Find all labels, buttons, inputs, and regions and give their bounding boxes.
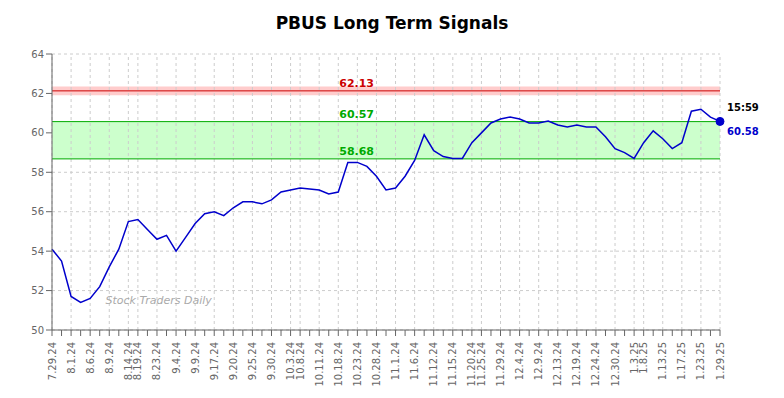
- svg-text:58: 58: [31, 167, 44, 178]
- svg-text:8.1.24: 8.1.24: [66, 342, 77, 374]
- svg-text:60: 60: [31, 127, 44, 138]
- svg-text:1.8.25: 1.8.25: [638, 342, 649, 374]
- svg-text:12.4.24: 12.4.24: [514, 342, 525, 380]
- svg-text:64: 64: [31, 49, 44, 60]
- svg-text:10.8.24: 10.8.24: [295, 342, 306, 380]
- svg-text:1.29.25: 1.29.25: [715, 342, 726, 380]
- svg-text:1.3.25: 1.3.25: [628, 342, 640, 374]
- svg-text:10.18.24: 10.18.24: [333, 342, 344, 387]
- svg-text:9.4.24: 9.4.24: [171, 342, 182, 374]
- svg-text:9.30.24: 9.30.24: [266, 342, 277, 380]
- svg-text:12.13.24: 12.13.24: [552, 342, 563, 387]
- html-text:PBUS Long Term Signals: PBUS Long Term Signals: [275, 13, 509, 33]
- svg-text:54: 54: [31, 246, 44, 257]
- svg-text:56: 56: [31, 206, 44, 217]
- svg-text:10.3.24: 10.3.24: [285, 342, 297, 381]
- svg-text:9.25.24: 9.25.24: [247, 342, 258, 380]
- svg-text:8.23.24: 8.23.24: [151, 342, 162, 380]
- svg-text:11.25.24: 11.25.24: [476, 342, 487, 387]
- svg-text:7.29.24: 7.29.24: [47, 342, 58, 380]
- svg-text:60.58: 60.58: [727, 126, 759, 137]
- svg-text:52: 52: [31, 285, 44, 296]
- svg-text:15:59: 15:59: [727, 102, 759, 113]
- svg-text:11.29.24: 11.29.24: [495, 342, 506, 387]
- svg-text:11.12.24: 11.12.24: [428, 342, 439, 387]
- svg-text:60.57: 60.57: [339, 108, 374, 121]
- svg-text:9.20.24: 9.20.24: [228, 342, 239, 380]
- svg-text:1.23.25: 1.23.25: [695, 342, 706, 380]
- svg-text:9.9.24: 9.9.24: [190, 342, 201, 374]
- svg-text:12.9.24: 12.9.24: [533, 342, 544, 380]
- svg-text:8.9.24: 8.9.24: [104, 342, 115, 374]
- html-text:Stock Traders Daily: Stock Traders Daily: [105, 293, 212, 307]
- svg-text:62.13: 62.13: [339, 77, 374, 90]
- svg-text:10.23.24: 10.23.24: [352, 342, 363, 387]
- svg-text:8.19.24: 8.19.24: [132, 342, 143, 380]
- svg-text:12.19.24: 12.19.24: [571, 342, 582, 387]
- svg-text:11.6.24: 11.6.24: [409, 342, 420, 380]
- svg-text:8.14.24: 8.14.24: [122, 342, 134, 381]
- svg-text:58.68: 58.68: [339, 145, 374, 158]
- svg-text:1.17.25: 1.17.25: [676, 342, 687, 380]
- svg-text:10.28.24: 10.28.24: [371, 342, 382, 387]
- svg-text:1.13.25: 1.13.25: [657, 342, 668, 380]
- svg-text:8.6.24: 8.6.24: [85, 342, 96, 374]
- svg-text:62: 62: [31, 88, 44, 99]
- svg-text:10.11.24: 10.11.24: [314, 342, 325, 387]
- svg-text:11.15.24: 11.15.24: [447, 342, 458, 387]
- svg-text:12.30.24: 12.30.24: [610, 342, 621, 387]
- svg-text:50: 50: [31, 325, 44, 336]
- svg-text:11.20.24: 11.20.24: [466, 342, 478, 387]
- svg-text:11.1.24: 11.1.24: [390, 342, 401, 380]
- svg-text:9.17.24: 9.17.24: [209, 342, 220, 380]
- svg-text:12.24.24: 12.24.24: [590, 342, 601, 387]
